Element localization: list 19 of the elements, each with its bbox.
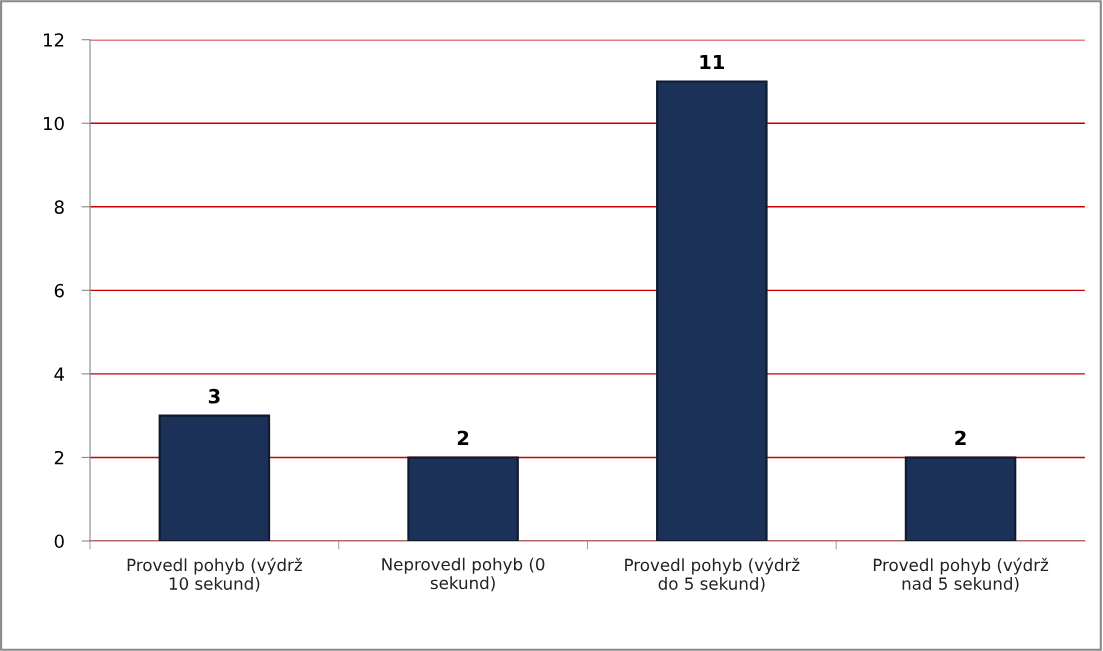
- bar: [904, 456, 1017, 541]
- bar: [407, 456, 519, 541]
- x-tick-label: Provedl pohyb (výdrž 10 sekund): [127, 557, 302, 592]
- data-label: 2: [457, 430, 469, 446]
- y-tick-label: 10: [44, 116, 64, 131]
- y-tick-label: 2: [54, 450, 64, 465]
- data-label: 11: [700, 54, 725, 70]
- y-tick-label: 8: [54, 200, 64, 214]
- y-tick-label: 4: [54, 367, 64, 381]
- y-tick-label: 0: [54, 534, 64, 549]
- data-label: 2: [955, 430, 966, 446]
- bar: [656, 80, 768, 541]
- data-label: 3: [208, 388, 220, 404]
- y-tick-label: 6: [54, 283, 64, 298]
- x-tick-label: Provedl pohyb (výdrž nad 5 sekund): [873, 557, 1049, 592]
- bar: [158, 414, 271, 541]
- x-tick-label: Provedl pohyb (výdrž do 5 sekund): [625, 557, 800, 592]
- x-tick-label: Neprovedl pohyb (0 sekund): [382, 557, 545, 592]
- y-tick-label: 12: [44, 33, 64, 47]
